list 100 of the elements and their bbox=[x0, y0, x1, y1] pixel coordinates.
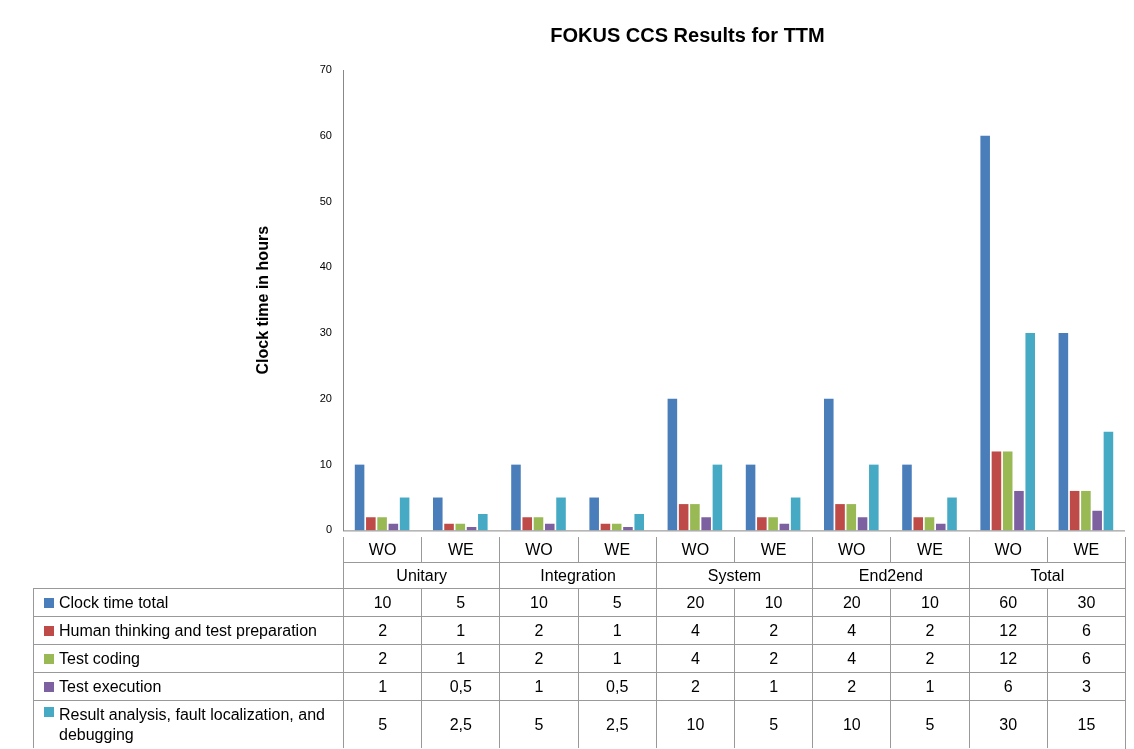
bar bbox=[1103, 431, 1114, 531]
bar bbox=[623, 527, 633, 531]
x-tick-label: WO bbox=[499, 537, 578, 562]
bar bbox=[857, 517, 868, 531]
text: System bbox=[707, 566, 762, 585]
data-label: 6 bbox=[968, 672, 1047, 700]
x-tick-label: WO bbox=[812, 537, 891, 562]
bar bbox=[1058, 333, 1069, 531]
data-label: 1 bbox=[577, 616, 656, 644]
bar bbox=[544, 523, 555, 531]
bar bbox=[902, 464, 912, 531]
data-label: 1 bbox=[577, 644, 656, 672]
bar bbox=[1081, 490, 1091, 531]
x-tick-label: WE bbox=[577, 537, 656, 562]
bar bbox=[947, 497, 957, 531]
y-tick-label: 10 bbox=[319, 457, 332, 470]
data-label: 15 bbox=[1046, 700, 1125, 748]
legend-label: Test execution bbox=[59, 676, 162, 697]
data-label: 2 bbox=[890, 644, 969, 672]
data-label: 1 bbox=[890, 672, 969, 700]
bar bbox=[354, 464, 365, 531]
bar bbox=[913, 517, 924, 531]
data-label: 10 bbox=[734, 588, 813, 616]
bar bbox=[745, 464, 756, 531]
data-label: 20 bbox=[655, 588, 734, 616]
bar bbox=[1002, 451, 1013, 531]
x-tick-label: WO bbox=[655, 537, 734, 562]
bar bbox=[511, 464, 521, 531]
data-label: 12 bbox=[968, 616, 1047, 644]
text: End2end bbox=[858, 566, 923, 585]
bar bbox=[589, 497, 599, 531]
bar bbox=[444, 523, 454, 531]
y-tick-label: 0 bbox=[325, 523, 332, 536]
data-label: 5 bbox=[734, 700, 813, 748]
data-label: 10 bbox=[890, 588, 969, 616]
data-label: 0,5 bbox=[577, 672, 656, 700]
data-label: 4 bbox=[655, 616, 734, 644]
data-label: 1 bbox=[499, 672, 578, 700]
legend-label: Test coding bbox=[59, 648, 140, 669]
bar bbox=[980, 135, 990, 531]
data-label: 5 bbox=[890, 700, 969, 748]
data-label: 1 bbox=[343, 672, 422, 700]
text: Unitary bbox=[396, 566, 448, 585]
data-label: 10 bbox=[343, 588, 422, 616]
data-label: 20 bbox=[812, 588, 891, 616]
y-tick-label: 20 bbox=[319, 391, 332, 404]
bar bbox=[701, 517, 711, 531]
data-label: 10 bbox=[812, 700, 891, 748]
data-label: 30 bbox=[1046, 588, 1125, 616]
bar bbox=[1069, 490, 1080, 531]
bar bbox=[869, 464, 879, 531]
data-label: 3 bbox=[1046, 672, 1125, 700]
bar bbox=[1014, 490, 1024, 531]
bar bbox=[768, 517, 778, 531]
bar bbox=[790, 497, 801, 531]
bar bbox=[823, 398, 834, 531]
data-label: 2 bbox=[499, 644, 578, 672]
data-label: 5 bbox=[421, 588, 500, 616]
data-label: 1 bbox=[421, 616, 500, 644]
y-tick-label: 60 bbox=[319, 128, 332, 141]
data-label: 12 bbox=[968, 644, 1047, 672]
data-label: 10 bbox=[655, 700, 734, 748]
bar bbox=[399, 497, 410, 531]
bar bbox=[1025, 333, 1036, 531]
bar bbox=[935, 523, 946, 531]
data-label: 2 bbox=[890, 616, 969, 644]
legend-label: Clock time total bbox=[59, 592, 169, 613]
data-label: 4 bbox=[812, 616, 891, 644]
bar bbox=[667, 398, 678, 531]
data-label: 2 bbox=[734, 616, 813, 644]
bar bbox=[432, 497, 443, 531]
bar bbox=[678, 504, 689, 531]
data-label: 2 bbox=[655, 672, 734, 700]
x-tick-label: WE bbox=[734, 537, 813, 562]
bar bbox=[924, 517, 935, 531]
data-label: 2 bbox=[343, 644, 422, 672]
bar bbox=[991, 451, 1002, 531]
text: Integration bbox=[540, 566, 616, 585]
data-label: 2 bbox=[734, 644, 813, 672]
data-label: 1 bbox=[734, 672, 813, 700]
data-label: 1 bbox=[421, 644, 500, 672]
text: Total bbox=[1030, 566, 1065, 585]
bar bbox=[846, 504, 857, 531]
data-label: 0,5 bbox=[421, 672, 500, 700]
data-label: 2 bbox=[343, 616, 422, 644]
x-tick-label: WE bbox=[1046, 537, 1125, 562]
data-label: 10 bbox=[499, 588, 578, 616]
bar bbox=[377, 517, 387, 531]
data-label: 5 bbox=[499, 700, 578, 748]
bar bbox=[522, 517, 533, 531]
y-tick-label: 50 bbox=[319, 194, 332, 207]
x-tick-label: WE bbox=[890, 537, 969, 562]
bar bbox=[556, 497, 566, 531]
bar bbox=[690, 504, 700, 531]
legend-label: Result analysis, fault localization, and debugging bbox=[59, 704, 326, 745]
data-label: 6 bbox=[1046, 644, 1125, 672]
data-label: 5 bbox=[343, 700, 422, 748]
y-tick-label: 30 bbox=[319, 326, 332, 339]
data-label: 2,5 bbox=[421, 700, 500, 748]
bar bbox=[478, 513, 488, 531]
